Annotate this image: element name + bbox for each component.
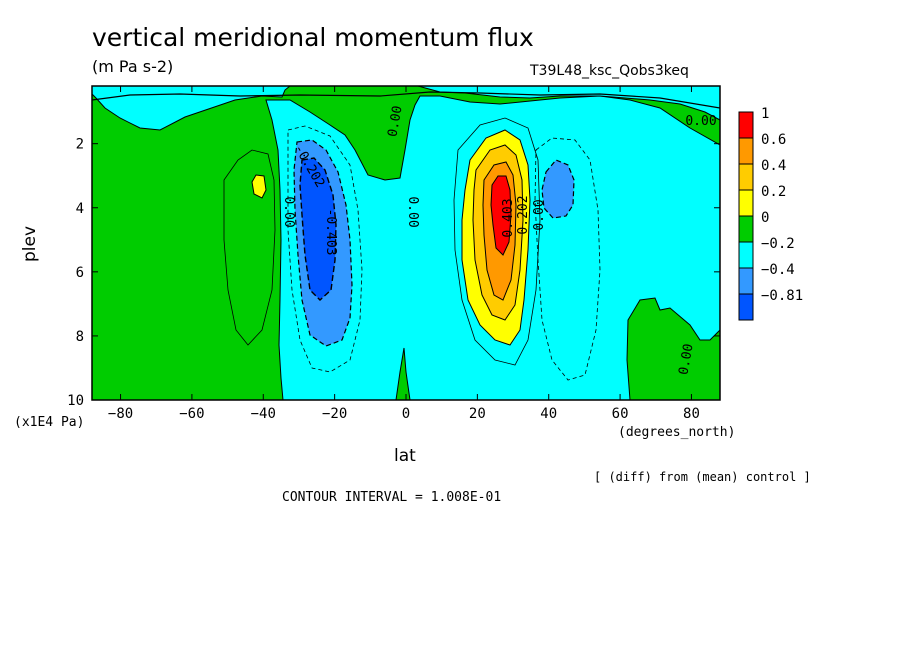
colorbar-swatch: [738, 267, 754, 295]
x-tick-label: 80: [683, 406, 700, 422]
contour-interval: CONTOUR INTERVAL = 1.008E-01: [282, 490, 502, 505]
colorbar-label: −0.2: [761, 236, 795, 252]
pos-patch-south: [251, 174, 267, 199]
contour-label: 0.403: [501, 198, 516, 237]
contour-line-south-weak: [223, 149, 276, 346]
colorbar-swatch: [738, 293, 754, 321]
contour-line-north-neg: [534, 137, 601, 381]
y-axis-unit: (x1E4 Pa): [14, 415, 85, 430]
x-tick-label: 0: [402, 406, 410, 422]
colorbar-swatch: [738, 163, 754, 191]
run-name: T39L48_ksc_Qobs3keq: [530, 63, 689, 79]
contour-line-north-pos: [453, 117, 541, 366]
colorbar-swatch: [738, 189, 754, 217]
y-tick-label: 10: [67, 393, 84, 409]
contour-label: 0.00: [281, 196, 296, 227]
x-tick-label: −40: [251, 406, 276, 422]
colorbar-label: −0.81: [761, 288, 803, 304]
y-tick-label: 6: [76, 265, 84, 281]
y-tick-label: 2: [76, 137, 84, 153]
colorbar-label: −0.4: [761, 262, 795, 278]
chart-title: vertical meridional momentum flux: [92, 23, 534, 52]
colorbar-swatch: [738, 137, 754, 165]
y-tick-label: 4: [76, 201, 84, 217]
x-tick-label: 40: [540, 406, 557, 422]
colorbar: 1 0.6 0.4 0.2 0 −0.2 −0.4 −0.81: [738, 106, 803, 321]
y-axis: 2 4 6 8 10: [67, 137, 720, 409]
colorbar-label: 0.4: [761, 158, 786, 174]
x-axis-unit: (degrees_north): [618, 425, 736, 440]
contour-label: 0.00: [405, 196, 420, 227]
chart-units: (m Pa s-2): [92, 57, 174, 76]
zero-contour-top: [92, 91, 720, 109]
contour-label: 0.00: [676, 343, 696, 376]
x-axis-label: lat: [394, 446, 416, 466]
colorbar-label: 0.6: [761, 132, 786, 148]
x-axis: −80 −60 −40 −20 0 20 40 60 80: [108, 86, 700, 422]
x-tick-label: 60: [612, 406, 629, 422]
y-axis-label: plev: [20, 225, 40, 262]
colorbar-label: 1: [761, 106, 769, 122]
contour-label: -0.403: [323, 209, 338, 256]
x-tick-label: −80: [108, 406, 133, 422]
contour-line-south-neg: [287, 125, 363, 373]
contour-label: 0.00: [685, 114, 716, 129]
contour-label: 0.00: [532, 199, 547, 230]
plot-area: [92, 86, 720, 400]
colorbar-label: 0.2: [761, 184, 786, 200]
colorbar-swatch: [738, 241, 754, 269]
pos-core-north-red: [490, 175, 512, 256]
contour-label: 0.202: [516, 195, 531, 234]
y-tick-label: 8: [76, 329, 84, 345]
neg-core-south-inner: [299, 157, 337, 301]
colorbar-swatch: [738, 215, 754, 243]
diff-note: [ (diff) from (mean) control ]: [594, 470, 811, 484]
contour-label: 0.00: [385, 105, 405, 138]
x-tick-label: −20: [322, 406, 347, 422]
colorbar-label: 0: [761, 210, 769, 226]
colorbar-swatch: [738, 111, 754, 139]
neg-patch-north: [541, 159, 575, 219]
x-tick-label: −60: [179, 406, 204, 422]
x-tick-label: 20: [469, 406, 486, 422]
